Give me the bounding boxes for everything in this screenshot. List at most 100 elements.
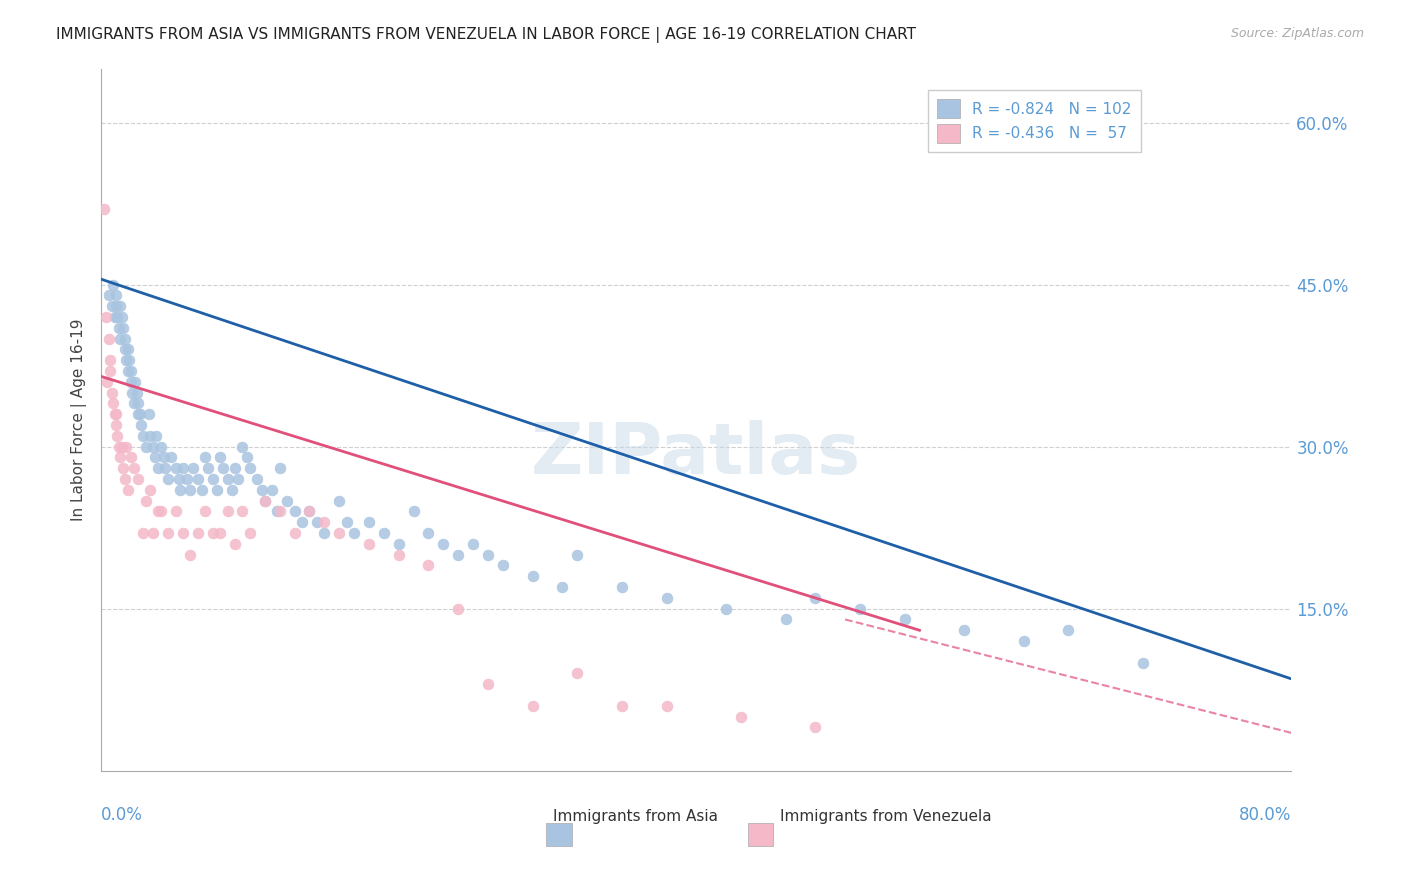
Point: [567, 548, 589, 562]
Text: ZIPatlas: ZIPatlas: [531, 420, 862, 489]
Point: [120, 450, 142, 465]
Point: [314, 526, 336, 541]
Point: [276, 493, 298, 508]
Point: [139, 483, 162, 497]
Point: [157, 472, 180, 486]
Point: [655, 591, 678, 605]
Text: IMMIGRANTS FROM ASIA VS IMMIGRANTS FROM VENEZUELA IN LABOR FORCE | AGE 16-19 COR: IMMIGRANTS FROM ASIA VS IMMIGRANTS FROM …: [56, 27, 917, 43]
Point: [477, 677, 499, 691]
Point: [179, 483, 201, 497]
Point: [115, 353, 138, 368]
Point: [262, 483, 284, 497]
Point: [127, 407, 149, 421]
Point: [138, 407, 160, 421]
Point: [105, 407, 128, 421]
Point: [143, 450, 166, 465]
Point: [179, 548, 201, 562]
Point: [418, 526, 440, 541]
Point: [284, 504, 307, 518]
Point: [239, 461, 262, 475]
Point: [418, 558, 440, 573]
Point: [477, 548, 499, 562]
Point: [343, 526, 366, 541]
Point: [135, 493, 157, 508]
Point: [447, 601, 470, 615]
Point: [447, 548, 470, 562]
Point: [110, 299, 132, 313]
Point: [246, 472, 269, 486]
Point: [804, 721, 827, 735]
Point: [231, 504, 253, 518]
Point: [111, 310, 134, 324]
Point: [314, 515, 336, 529]
Point: [610, 580, 633, 594]
Point: [105, 299, 128, 313]
Text: Source: ZipAtlas.com: Source: ZipAtlas.com: [1230, 27, 1364, 40]
Point: [125, 385, 148, 400]
Text: Immigrants from Asia: Immigrants from Asia: [554, 809, 718, 824]
Point: [132, 526, 155, 541]
Point: [110, 332, 132, 346]
Point: [183, 461, 205, 475]
Point: [373, 526, 395, 541]
Point: [118, 353, 141, 368]
Point: [100, 299, 122, 313]
Point: [298, 504, 321, 518]
Point: [146, 504, 169, 518]
Point: [112, 320, 135, 334]
Point: [139, 429, 162, 443]
Point: [804, 591, 827, 605]
Point: [253, 493, 276, 508]
Text: 80.0%: 80.0%: [1239, 805, 1292, 824]
Point: [172, 526, 194, 541]
Point: [1132, 656, 1154, 670]
Point: [328, 493, 350, 508]
Point: [239, 526, 262, 541]
Point: [100, 385, 122, 400]
Point: [117, 483, 139, 497]
Point: [253, 493, 276, 508]
Point: [655, 698, 678, 713]
Point: [224, 537, 246, 551]
Point: [114, 332, 136, 346]
Point: [201, 526, 224, 541]
Point: [122, 396, 145, 410]
Point: [120, 364, 142, 378]
Point: [129, 417, 152, 432]
Point: [269, 461, 291, 475]
Point: [127, 472, 149, 486]
Point: [388, 548, 411, 562]
Point: [167, 472, 190, 486]
Point: [551, 580, 574, 594]
Point: [432, 537, 454, 551]
Point: [187, 526, 209, 541]
Point: [135, 440, 157, 454]
Point: [1012, 634, 1035, 648]
Point: [96, 375, 118, 389]
Point: [522, 698, 544, 713]
Point: [522, 569, 544, 583]
Point: [94, 310, 117, 324]
Point: [149, 440, 172, 454]
Y-axis label: In Labor Force | Age 16-19: In Labor Force | Age 16-19: [72, 318, 87, 521]
Point: [205, 483, 228, 497]
Point: [221, 483, 243, 497]
Point: [893, 612, 915, 626]
Point: [567, 666, 589, 681]
Point: [128, 407, 150, 421]
Point: [336, 515, 359, 529]
Point: [492, 558, 515, 573]
Point: [388, 537, 411, 551]
Point: [224, 461, 246, 475]
Point: [298, 504, 321, 518]
Point: [610, 698, 633, 713]
Point: [953, 624, 976, 638]
Point: [142, 440, 165, 454]
Point: [165, 461, 187, 475]
Point: [103, 407, 125, 421]
Point: [114, 343, 136, 357]
Point: [172, 461, 194, 475]
Point: [122, 461, 145, 475]
Point: [101, 396, 124, 410]
Point: [197, 461, 219, 475]
